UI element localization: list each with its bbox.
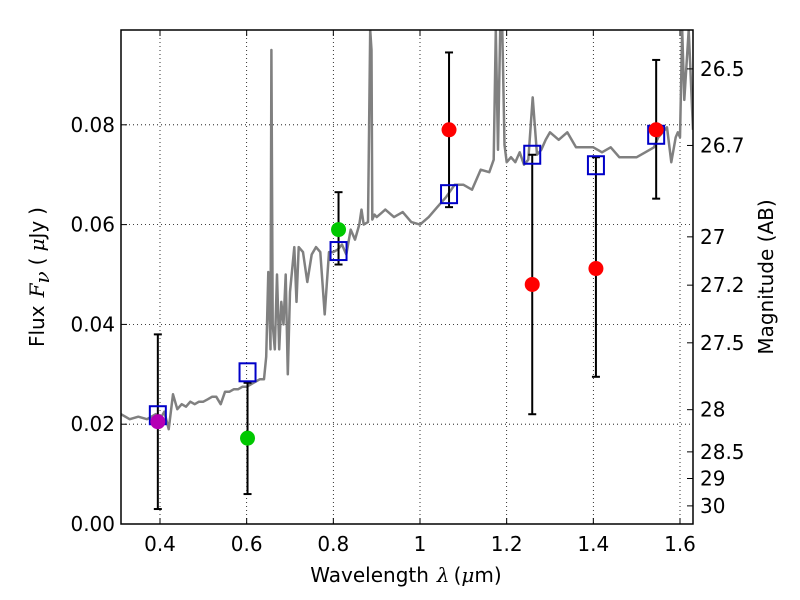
- y-tick-label: 0.06: [70, 213, 115, 237]
- mag-tick-label: 27.2: [700, 273, 745, 297]
- spectrum-line: [121, 30, 693, 431]
- mag-tick-label: 26.7: [700, 133, 745, 157]
- x-tick-label: 0.8: [317, 532, 349, 556]
- y-tick-label: 0.02: [70, 412, 115, 436]
- observed-points-layer: [150, 122, 664, 446]
- x-tick-label: 0.4: [144, 532, 176, 556]
- observed-point: [524, 276, 540, 292]
- x-tick-label: 1.2: [491, 532, 523, 556]
- y-axis-label: FluxFν(μJy): [25, 207, 54, 347]
- plot-frame: [120, 29, 694, 525]
- mag-tick-label: 29: [700, 466, 725, 490]
- x-tick-label: 0.6: [231, 532, 263, 556]
- mag-tick-label: 28: [700, 398, 725, 422]
- x-axis-label: Wavelength λ (μm): [310, 563, 501, 587]
- model-point: [586, 155, 605, 176]
- y-tick-label: 0.04: [70, 312, 115, 336]
- x-tick-label: 1: [414, 532, 427, 556]
- mag-tick-label: 27.5: [700, 331, 745, 355]
- observed-point: [331, 222, 347, 238]
- x-tick-label: 1.6: [664, 532, 696, 556]
- observed-point: [150, 414, 166, 430]
- mag-tick-label: 30: [700, 494, 725, 518]
- tick-labels: 0.4 0.6 0.8 1 1.2 1.4 1.6 0.00 0.02 0.04 0.06 0.08 2…: [70, 57, 744, 556]
- mag-tick-label: 26.5: [700, 57, 745, 81]
- model-point: [238, 362, 257, 383]
- observed-point: [588, 261, 604, 277]
- y-tick-label: 0.00: [70, 512, 115, 536]
- grid: [121, 30, 693, 524]
- spectrum-layer: [121, 30, 693, 431]
- model-points-layer: [148, 124, 666, 426]
- observed-point: [240, 430, 256, 446]
- y-tick-label: 0.08: [70, 113, 115, 137]
- y2-axis-label: Magnitude (AB): [754, 199, 778, 354]
- observed-point: [648, 122, 664, 138]
- model-point: [523, 144, 542, 165]
- mag-tick-label: 28.5: [700, 440, 745, 464]
- observed-point: [441, 122, 457, 138]
- model-point: [440, 184, 459, 205]
- model-point: [329, 241, 348, 262]
- x-tick-label: 1.4: [577, 532, 609, 556]
- mag-tick-label: 27: [700, 225, 725, 249]
- tick-marks: [121, 30, 693, 525]
